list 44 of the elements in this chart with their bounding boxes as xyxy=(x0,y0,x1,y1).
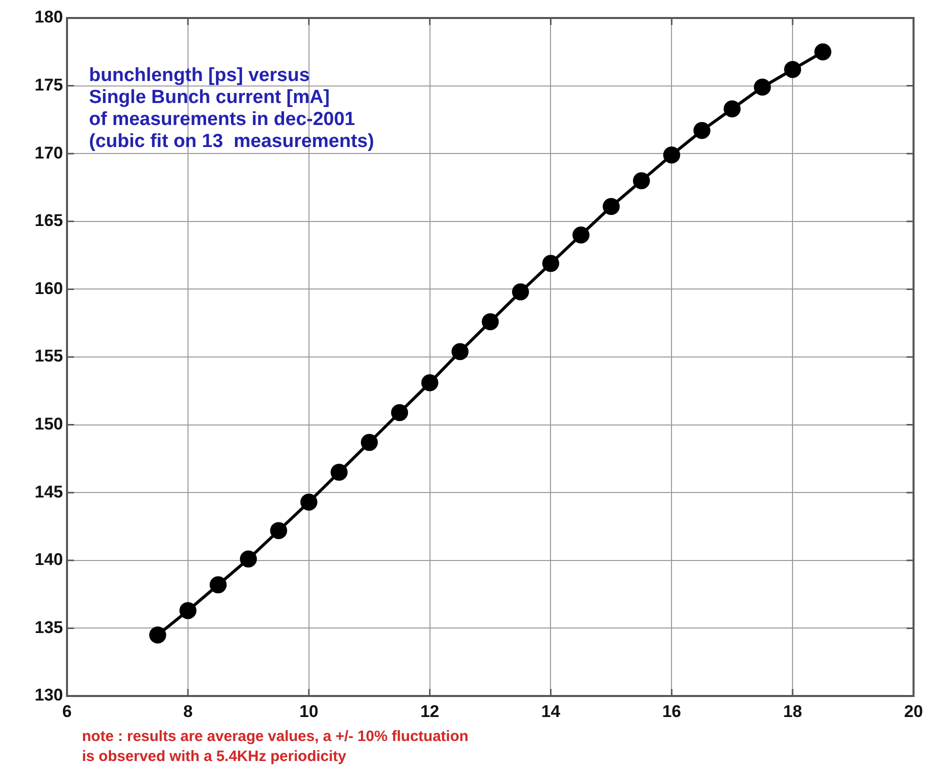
y-tick-label: 140 xyxy=(34,550,63,570)
point xyxy=(663,146,680,164)
point xyxy=(754,78,771,96)
y-tick-label: 150 xyxy=(34,414,63,434)
y-tick-label: 145 xyxy=(34,482,63,502)
point xyxy=(784,61,802,78)
point xyxy=(452,343,469,360)
point xyxy=(542,254,560,272)
point xyxy=(210,576,227,594)
point xyxy=(724,100,741,118)
y-tick-label: 170 xyxy=(34,143,63,162)
point xyxy=(360,434,378,451)
y-tick-label: 130 xyxy=(34,686,63,705)
x-tick-label: 12 xyxy=(420,702,440,721)
x-tick-label: 8 xyxy=(183,702,193,721)
y-tick-label: 180 xyxy=(34,8,63,27)
point xyxy=(149,626,166,644)
y-tick-label: 155 xyxy=(34,346,63,366)
x-tick-label: 18 xyxy=(783,702,802,721)
point xyxy=(512,283,530,300)
point xyxy=(814,43,832,60)
point xyxy=(240,550,257,568)
point xyxy=(300,494,318,511)
annotation: bunchlength [ps] versus Single Bunch current [mA] of measurements in dec-2001 (cubic fit on 13 measurements) xyxy=(89,65,374,152)
point xyxy=(572,226,590,244)
point xyxy=(179,602,196,620)
x-tick-label: 14 xyxy=(541,702,561,721)
point xyxy=(330,464,348,481)
point xyxy=(391,404,408,422)
point xyxy=(270,522,288,540)
y-tick-label: 175 xyxy=(34,75,63,94)
x-tick-label: 6 xyxy=(62,702,72,721)
x-tick-label: 10 xyxy=(299,702,318,721)
point xyxy=(602,198,620,215)
point xyxy=(632,172,650,190)
point xyxy=(482,313,499,330)
y-tick-label: 135 xyxy=(34,618,63,637)
x-tick-label: 16 xyxy=(662,702,682,721)
point xyxy=(421,374,438,392)
x-tick-label: 20 xyxy=(904,702,924,721)
text: note : results are average values, a +/- 10% fluctuation is observed with a 5.4KHz periodicity xyxy=(82,728,468,765)
point xyxy=(693,122,710,140)
y-tick-label: 160 xyxy=(34,278,63,298)
y-tick-label: 165 xyxy=(34,211,63,230)
